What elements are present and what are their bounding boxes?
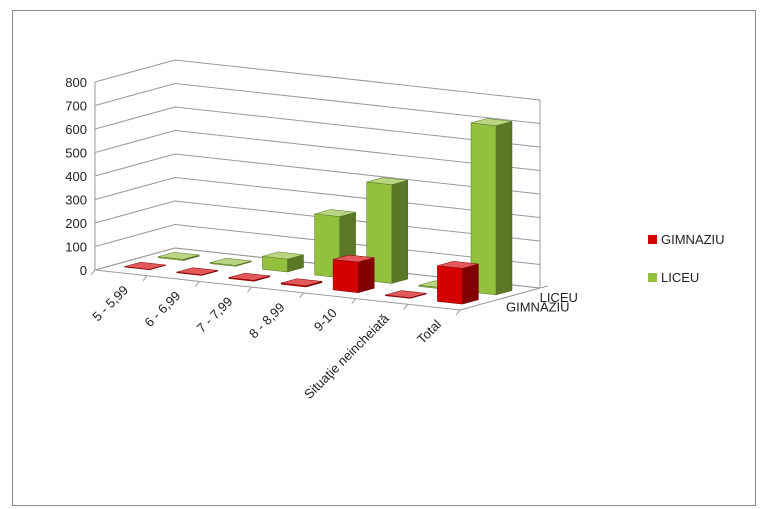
bar-front [332,259,359,293]
y-tick-label: 500 [65,146,87,161]
y-tick-label: 100 [65,240,87,255]
bar-liceu-6 [470,118,513,296]
legend-swatch [648,235,657,244]
gridline [94,200,541,242]
bar-top [314,209,356,217]
gridline [94,59,541,101]
y-axis-ticks: 0 100 200 300 400 500 600 700 800 [65,75,87,278]
y-tick-label: 200 [65,216,87,231]
gridline [94,176,541,218]
legend-label: LICEU [661,270,699,285]
bar-side [495,120,513,296]
x-tick-mark [351,298,357,304]
x-axis-label: 5 - 5,99 [89,282,131,324]
gridline [94,106,541,148]
bar-top [385,290,427,298]
bar-gimnaziu-2 [228,272,271,282]
bar-top [158,252,200,260]
x-tick-mark [247,286,252,293]
bar-liceu-1 [210,257,252,267]
bar-gimnaziu-0 [124,261,166,271]
x-axis-label: Total [414,317,444,347]
chart-legend: GIMNAZIU LICEU [648,232,725,285]
bar-top [262,251,304,260]
bar-liceu-0 [157,252,200,261]
y-tick-label: 0 [80,263,87,278]
x-axis-label: 6 - 6,99 [142,288,184,330]
bar-side [391,179,409,284]
x-tick-mark [142,275,148,282]
bar-side [462,263,479,305]
gridline [94,129,541,171]
gridline [94,247,541,289]
bar-liceu-4 [366,177,409,284]
chart-gridlines [94,59,541,289]
x-tick-mark [90,269,96,276]
x-axis-label: 9-10 [311,305,340,334]
gridline [94,153,541,195]
y-tick-label: 300 [65,193,87,208]
y-tick-label: 800 [65,75,87,90]
bar-gimnaziu-1 [176,267,218,276]
x-tick-mark [299,292,304,299]
bar-side [357,257,375,294]
gridline [94,223,541,265]
bar-gimnaziu-4 [332,254,375,294]
legend-label: GIMNAZIU [661,232,725,247]
depth-axis-label: GIMNAZIU [506,299,570,314]
bar-top [366,177,408,185]
bar-top [280,278,323,287]
bar-top [228,272,270,281]
x-axis-label: 8 - 8,99 [246,300,288,342]
x-tick-mark [403,303,409,310]
bar-gimnaziu-5 [385,290,427,299]
depth-axis-label: LICEU [540,290,578,305]
x-axis-label: 7 - 7,99 [194,294,236,336]
bar-top [210,257,252,266]
bar-gimnaziu-6 [437,261,479,305]
legend-swatch [648,273,657,282]
bar-liceu-2 [262,251,304,273]
gridline [94,82,541,124]
bar-top [176,267,218,276]
bar-top [470,118,513,126]
y-tick-label: 700 [65,99,87,114]
bar-top [333,254,375,263]
y-tick-label: 600 [65,122,87,137]
depth-tick-mark [459,307,469,311]
chart-bars [124,118,513,305]
bar-front [437,265,463,305]
bar-top [124,261,166,270]
x-tick-mark [194,281,200,287]
depth-tick-mark [539,285,549,289]
x-tick-mark [455,309,461,316]
y-tick-label: 400 [65,169,87,184]
bar-top [437,261,479,269]
depth-tick-mark [499,296,509,300]
bar-gimnaziu-3 [280,278,323,288]
